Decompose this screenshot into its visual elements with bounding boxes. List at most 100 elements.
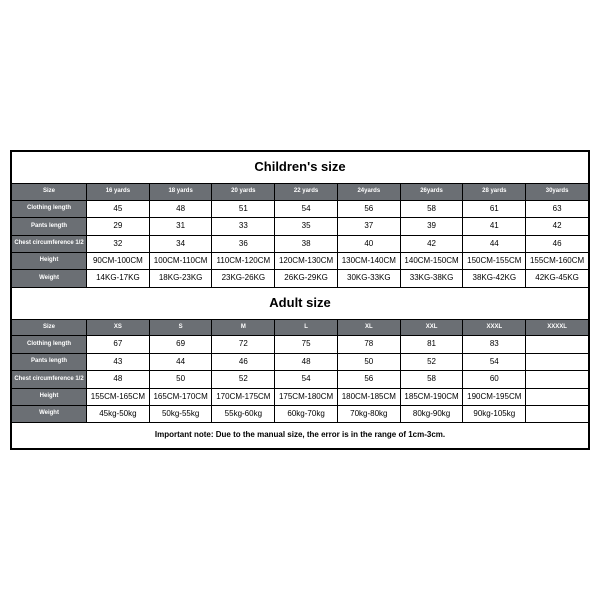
adult-row-3-c2: 170CM-175CM: [212, 388, 275, 405]
adult-row-2-c1: 50: [149, 371, 212, 388]
adult-row-0-c6: 83: [463, 336, 526, 353]
adult-row-1-c7: [526, 353, 589, 370]
adult-row-4: Weight 45kg-50kg 50kg-55kg 55kg-60kg 60k…: [12, 406, 589, 423]
adult-row-4-c1: 50kg-55kg: [149, 406, 212, 423]
children-row-2-c6: 44: [463, 235, 526, 252]
children-row-1-c3: 35: [275, 218, 338, 235]
children-row-4-c0: 14KG-17KG: [87, 270, 150, 287]
adult-row-1-c3: 48: [275, 353, 338, 370]
adult-row-2-c3: 54: [275, 371, 338, 388]
children-row-4-c3: 26KG-29KG: [275, 270, 338, 287]
children-row-2-c2: 36: [212, 235, 275, 252]
children-row-4-c1: 18KG-23KG: [149, 270, 212, 287]
children-row-0-c0: 45: [87, 200, 150, 217]
children-row-1-c1: 31: [149, 218, 212, 235]
children-hdr-0: Size: [12, 184, 87, 201]
children-row-4-c7: 42KG-45KG: [526, 270, 589, 287]
children-row-0-c6: 61: [463, 200, 526, 217]
children-row-4-label: Weight: [12, 270, 87, 287]
children-row-4-c6: 38KG-42KG: [463, 270, 526, 287]
adult-row-1-c1: 44: [149, 353, 212, 370]
adult-row-3-c3: 175CM-180CM: [275, 388, 338, 405]
children-header-row: Size 16 yards 18 yards 20 yards 22 yards…: [12, 184, 589, 201]
children-row-2-label: Chest circumference 1/2: [12, 235, 87, 252]
children-row-1-c5: 39: [400, 218, 463, 235]
children-row-2-c4: 40: [337, 235, 400, 252]
adult-row-1-c6: 54: [463, 353, 526, 370]
children-hdr-4: 22 yards: [275, 184, 338, 201]
adult-row-0: Clothing length 67 69 72 75 78 81 83: [12, 336, 589, 353]
children-row-2-c7: 46: [526, 235, 589, 252]
adult-row-3-c1: 165CM-170CM: [149, 388, 212, 405]
adult-hdr-5: XL: [337, 319, 400, 336]
children-row-3-c3: 120CM-130CM: [275, 253, 338, 270]
adult-row-0-c1: 69: [149, 336, 212, 353]
adult-row-4-c6: 90kg-105kg: [463, 406, 526, 423]
adult-row-2-c2: 52: [212, 371, 275, 388]
adult-row-3-c7: [526, 388, 589, 405]
adult-row-3: Height 155CM-165CM 165CM-170CM 170CM-175…: [12, 388, 589, 405]
adult-row-0-c4: 78: [337, 336, 400, 353]
children-row-3-c2: 110CM-120CM: [212, 253, 275, 270]
children-row-2-c1: 34: [149, 235, 212, 252]
adult-hdr-1: XS: [87, 319, 150, 336]
children-row-2: Chest circumference 1/2 32 34 36 38 40 4…: [12, 235, 589, 252]
adult-hdr-3: M: [212, 319, 275, 336]
children-row-4-c2: 23KG-26KG: [212, 270, 275, 287]
children-row-1-c2: 33: [212, 218, 275, 235]
adult-row-2-c5: 58: [400, 371, 463, 388]
adult-row-2-c0: 48: [87, 371, 150, 388]
children-row-0-c4: 56: [337, 200, 400, 217]
size-chart: Children's size Size 16 yards 18 yards 2…: [10, 150, 590, 450]
children-row-1-label: Pants length: [12, 218, 87, 235]
children-row-3-label: Height: [12, 253, 87, 270]
children-row-2-c5: 42: [400, 235, 463, 252]
children-row-3-c1: 100CM-110CM: [149, 253, 212, 270]
adult-hdr-0: Size: [12, 319, 87, 336]
adult-row-3-label: Height: [12, 388, 87, 405]
adult-row-2-label: Chest circumference 1/2: [12, 371, 87, 388]
children-row-0-c7: 63: [526, 200, 589, 217]
adult-row-1-label: Pants length: [12, 353, 87, 370]
children-hdr-8: 30yards: [526, 184, 589, 201]
adult-row-0-c2: 72: [212, 336, 275, 353]
adult-row-3-c0: 155CM-165CM: [87, 388, 150, 405]
adult-row-1-c4: 50: [337, 353, 400, 370]
adult-row-4-c4: 70kg-80kg: [337, 406, 400, 423]
adult-row-4-c5: 80kg-90kg: [400, 406, 463, 423]
children-row-4: Weight 14KG-17KG 18KG-23KG 23KG-26KG 26K…: [12, 270, 589, 287]
children-row-1-c7: 42: [526, 218, 589, 235]
adult-row-2-c7: [526, 371, 589, 388]
children-row-3-c6: 150CM-155CM: [463, 253, 526, 270]
adult-hdr-2: S: [149, 319, 212, 336]
adult-row-4-c3: 60kg-70kg: [275, 406, 338, 423]
adult-row-0-c7: [526, 336, 589, 353]
children-row-0-c1: 48: [149, 200, 212, 217]
children-row-1: Pants length 29 31 33 35 37 39 41 42: [12, 218, 589, 235]
adult-hdr-7: XXXL: [463, 319, 526, 336]
children-hdr-1: 16 yards: [87, 184, 150, 201]
children-hdr-6: 26yards: [400, 184, 463, 201]
children-row-1-c0: 29: [87, 218, 150, 235]
children-row-1-c4: 37: [337, 218, 400, 235]
adult-title: Adult size: [12, 287, 589, 319]
adult-hdr-8: XXXXL: [526, 319, 589, 336]
adult-row-4-c2: 55kg-60kg: [212, 406, 275, 423]
adult-row-4-label: Weight: [12, 406, 87, 423]
adult-row-4-c7: [526, 406, 589, 423]
children-row-2-c0: 32: [87, 235, 150, 252]
adult-row-2-c6: 60: [463, 371, 526, 388]
children-row-0-c3: 54: [275, 200, 338, 217]
adult-header-row: Size XS S M L XL XXL XXXL XXXXL: [12, 319, 589, 336]
children-row-0: Clothing length 45 48 51 54 56 58 61 63: [12, 200, 589, 217]
adult-row-4-c0: 45kg-50kg: [87, 406, 150, 423]
children-row-3-c7: 155CM-160CM: [526, 253, 589, 270]
children-row-0-c5: 58: [400, 200, 463, 217]
adult-row-1-c5: 52: [400, 353, 463, 370]
adult-row-0-c3: 75: [275, 336, 338, 353]
size-table: Children's size Size 16 yards 18 yards 2…: [11, 151, 589, 449]
children-row-1-c6: 41: [463, 218, 526, 235]
adult-row-3-c4: 180CM-185CM: [337, 388, 400, 405]
adult-hdr-6: XXL: [400, 319, 463, 336]
important-note: Important note: Due to the manual size, …: [12, 423, 589, 448]
